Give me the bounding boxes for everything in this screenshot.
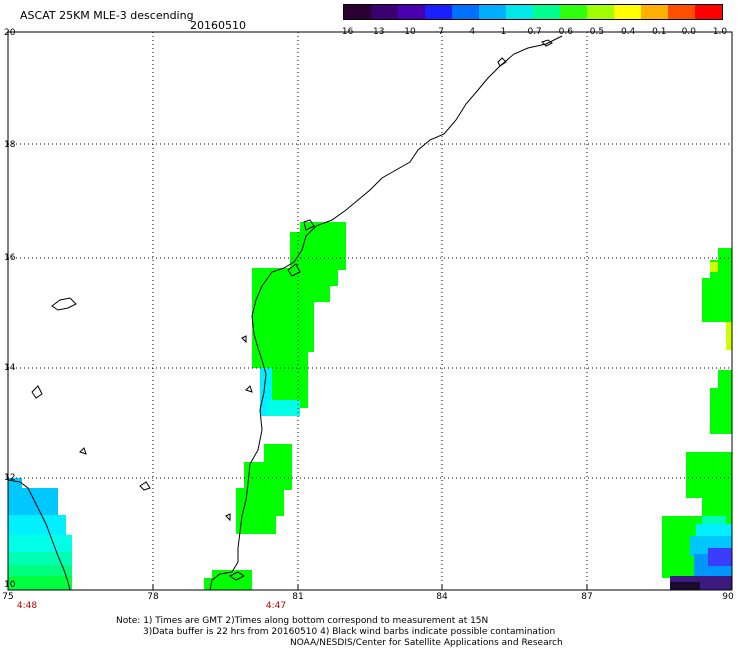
colorbar-tick-label: 0.0	[681, 27, 696, 37]
colorbar-segment	[587, 5, 614, 19]
colorbar-segment	[506, 5, 533, 19]
time-label-east: 4:47	[265, 601, 287, 611]
colorbar-segment	[371, 5, 398, 19]
colorbar-tick-label: -7	[435, 27, 444, 37]
colorbar-segment	[641, 5, 668, 19]
lat-label-18: 18	[4, 140, 16, 150]
lat-label-12: 12	[4, 473, 16, 483]
colorbar-tick-label: -0.5	[586, 27, 605, 37]
lon-label-84: 84	[436, 592, 448, 602]
colorbar-tick-label: -0.6	[555, 27, 573, 37]
colorbar-tick-label: -13	[369, 27, 385, 37]
lat-label-16: 16	[4, 253, 16, 263]
note-line-1: Note: 1) Times are GMT 2)Times along bot…	[116, 616, 489, 626]
note-line-3: NOAA/NESDIS/Center for Satellite Applica…	[290, 638, 563, 648]
lat-label-10: 10	[4, 580, 16, 590]
colorbar-segment	[614, 5, 641, 19]
colorbar-tick-label: -0.7	[524, 27, 542, 37]
colorbar-segment	[452, 5, 479, 19]
colorbar-segment	[479, 5, 506, 19]
lon-label-75: 75	[2, 592, 14, 602]
coastlines	[7, 35, 563, 591]
lat-label-14: 14	[4, 363, 16, 373]
lat-label-20: 20	[4, 28, 16, 38]
colorbar-tick-label: -0.1	[648, 27, 667, 37]
colorbar-tick-label: -16	[338, 27, 354, 37]
colorbar-tick-label: -4	[466, 27, 476, 37]
plot-frame	[7, 31, 733, 591]
lon-label-78: 78	[147, 592, 159, 602]
note-line-2: 3)Data buffer is 22 hrs from 20160510 4)…	[143, 627, 556, 637]
colorbar	[343, 4, 723, 20]
lon-label-87: 87	[581, 592, 593, 602]
colorbar-segment	[560, 5, 587, 19]
lon-label-90: 90	[722, 592, 734, 602]
colorbar-segment	[344, 5, 371, 19]
colorbar-segment	[668, 5, 695, 19]
colorbar-segment	[533, 5, 560, 19]
lon-label-81: 81	[292, 592, 304, 602]
colorbar-tick-label: 1.0	[712, 27, 728, 37]
product-date: 20160510	[190, 19, 246, 32]
colorbar-tick-label: -10	[400, 27, 416, 37]
product-title: ASCAT 25KM MLE-3 descending	[20, 9, 194, 22]
time-label-west: 4:48	[16, 601, 38, 611]
colorbar-segment	[398, 5, 425, 19]
gridlines	[8, 32, 732, 590]
data-patches	[8, 222, 732, 590]
colorbar-segment	[425, 5, 452, 19]
colorbar-tick-label: -0.4	[617, 27, 636, 37]
colorbar-segment	[695, 5, 722, 19]
colorbar-tick-label: -1	[497, 27, 507, 37]
